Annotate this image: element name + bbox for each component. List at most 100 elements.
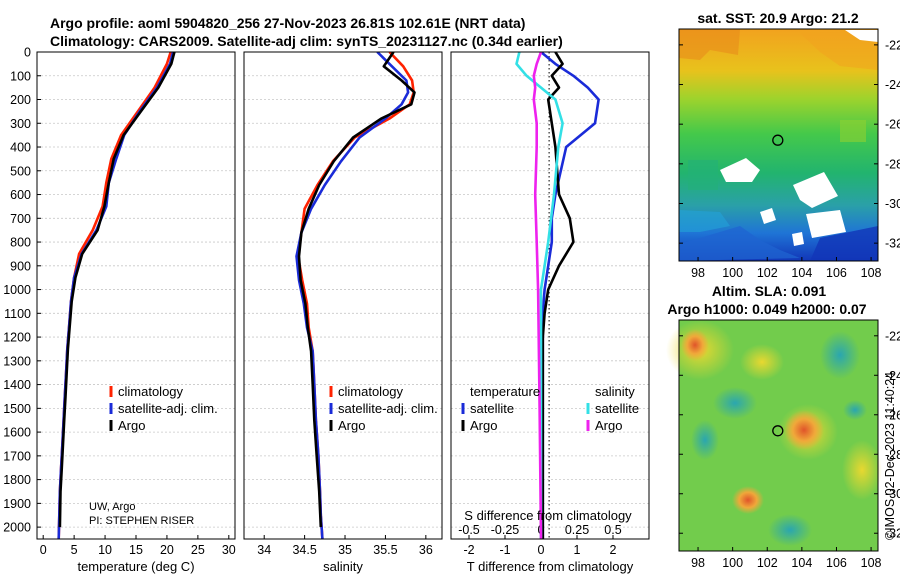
credit-line1: UW, Argo — [89, 501, 135, 513]
depth-tick-label: 100 — [10, 69, 31, 83]
depth-axis-labels: 0 100 200 300 400 500 600 700 800 900 1000 1100 1200… — [3, 46, 41, 535]
x-tick-label: 0 — [538, 543, 545, 557]
lon-tick-label: 108 — [861, 556, 882, 570]
sla-map-title1: Altim. SLA: 0.091 — [712, 283, 827, 299]
sla-low-patch — [843, 400, 867, 420]
depth-tick-label: 500 — [10, 164, 31, 178]
lon-tick-label: 98 — [691, 266, 705, 280]
depth-tick-label: 400 — [10, 141, 31, 155]
depth-tick-label: 900 — [10, 259, 31, 273]
depth-tick-label: 1200 — [3, 331, 31, 345]
t-difference-x-label: T difference from climatology — [467, 559, 634, 574]
sla-map-title2: Argo h1000: 0.049 h2000: 0.07 — [667, 301, 866, 317]
sst-patch — [688, 160, 718, 190]
difference-legend: temperature salinity satellite Argo sate… — [461, 384, 639, 433]
lat-tick-label: -28 — [885, 448, 900, 462]
lon-tick-label: 104 — [791, 266, 812, 280]
s-tick-label: 0.25 — [565, 523, 589, 537]
lon-tick-label: 98 — [691, 556, 705, 570]
lat-tick-label: -26 — [885, 118, 900, 132]
lat-tick-label: -32 — [885, 527, 900, 541]
salinity-panel-frame — [243, 51, 443, 540]
difference-lines — [515, 52, 600, 539]
lat-tick-label: -22 — [885, 329, 900, 343]
depth-tick-label: 1300 — [3, 354, 31, 368]
series-line-temperature-argo — [541, 52, 575, 539]
lat-tick-label: -28 — [885, 157, 900, 171]
x-tick-label: 10 — [98, 543, 112, 557]
legend-label-s-satellite: satellite — [595, 401, 639, 416]
depth-tick-label: 600 — [10, 188, 31, 202]
figure-title-line2: Climatology: CARS2009. Satellite-adj cli… — [50, 33, 563, 49]
legend-label-satellite: satellite-adj. clim. — [338, 401, 438, 416]
depth-tick-label: 300 — [10, 117, 31, 131]
sla-map — [666, 319, 882, 552]
x-tick-label: 35.5 — [373, 543, 397, 557]
series-line-argo — [58, 52, 176, 528]
lon-tick-label: 100 — [722, 556, 743, 570]
legend-label-t-argo: Argo — [470, 418, 497, 433]
x-tick-label: 36 — [419, 543, 433, 557]
depth-tick-label: 2000 — [3, 521, 31, 535]
depth-tick-label: 1600 — [3, 426, 31, 440]
sst-cloud-gap — [792, 232, 804, 246]
depth-tick-label: 800 — [10, 236, 31, 250]
series-line-climatology — [296, 52, 416, 539]
lon-tick-label: 102 — [757, 556, 778, 570]
x-tick-label: 0 — [40, 543, 47, 557]
lat-tick-label: -30 — [885, 197, 900, 211]
imos-watermark: ©IMOS 02-Dec-2023 11:40:24 — [883, 372, 897, 540]
sst-cloud-gap — [793, 172, 838, 208]
x-tick-label: 1 — [574, 543, 581, 557]
salinity-lines — [295, 52, 416, 539]
lon-tick-label: 100 — [722, 266, 743, 280]
sla-low-patch — [691, 420, 719, 460]
legend-label-s-argo: Argo — [595, 418, 622, 433]
figure-title-line1: Argo profile: aoml 5904820_256 27-Nov-20… — [50, 15, 525, 31]
x-tick-label: 30 — [222, 543, 236, 557]
s-tick-label: -0.5 — [458, 523, 480, 537]
sla-high-patch — [732, 486, 764, 514]
sst-cloud-gap — [720, 158, 760, 182]
s-difference-axis-label: S difference from climatology — [464, 508, 632, 523]
series-line-temperature-satellite — [540, 52, 600, 539]
series-line-climatology — [57, 52, 172, 539]
sla-map-frame — [678, 319, 879, 552]
depth-tick-label: 1900 — [3, 497, 31, 511]
sst-cloud-gap — [760, 208, 776, 224]
sst-cool-patch — [810, 226, 878, 261]
sla-lon-ticks: 98 100 102 104 106 108 — [691, 547, 882, 570]
lat-tick-label: -26 — [885, 408, 900, 422]
x-tick-label: 34 — [257, 543, 271, 557]
sst-map-title: sat. SST: 20.9 Argo: 21.2 — [697, 10, 859, 26]
series-line-argo — [297, 52, 416, 528]
depth-tick-label: 1500 — [3, 402, 31, 416]
salinity-x-label: salinity — [323, 559, 363, 574]
x-tick-label: 2 — [610, 543, 617, 557]
sst-cool-patch — [679, 226, 800, 261]
legend-label-t-satellite: satellite — [470, 401, 514, 416]
lon-tick-label: 102 — [757, 266, 778, 280]
sla-lat-ticks: -22 -24 -26 -28 -30 -32 — [679, 329, 900, 541]
depth-tick-label: 0 — [24, 46, 31, 60]
sla-low-patch — [768, 514, 812, 546]
salinity-grid — [244, 51, 442, 528]
sst-map-frame — [678, 28, 879, 262]
sst-cool-patch — [679, 210, 730, 232]
salinity-difference-x-ticks: -0.5 -0.25 0 0.25 0.5 — [458, 523, 622, 537]
s-tick-label: -0.25 — [491, 523, 520, 537]
x-tick-label: 15 — [129, 543, 143, 557]
x-tick-label: 35 — [338, 543, 352, 557]
series-line-satellite-adj-clim- — [295, 52, 410, 539]
sla-float-marker — [772, 425, 784, 437]
x-tick-label: 34.5 — [292, 543, 316, 557]
salinity-x-ticks: 34 34.5 35 35.5 36 — [257, 535, 433, 557]
legend-label-argo: Argo — [338, 418, 365, 433]
x-tick-label: 20 — [160, 543, 174, 557]
legend-label-climatology: climatology — [118, 384, 184, 399]
x-tick-label: 5 — [71, 543, 78, 557]
sla-high-patch — [842, 440, 882, 500]
sst-float-marker — [772, 134, 784, 146]
lon-tick-label: 104 — [791, 556, 812, 570]
